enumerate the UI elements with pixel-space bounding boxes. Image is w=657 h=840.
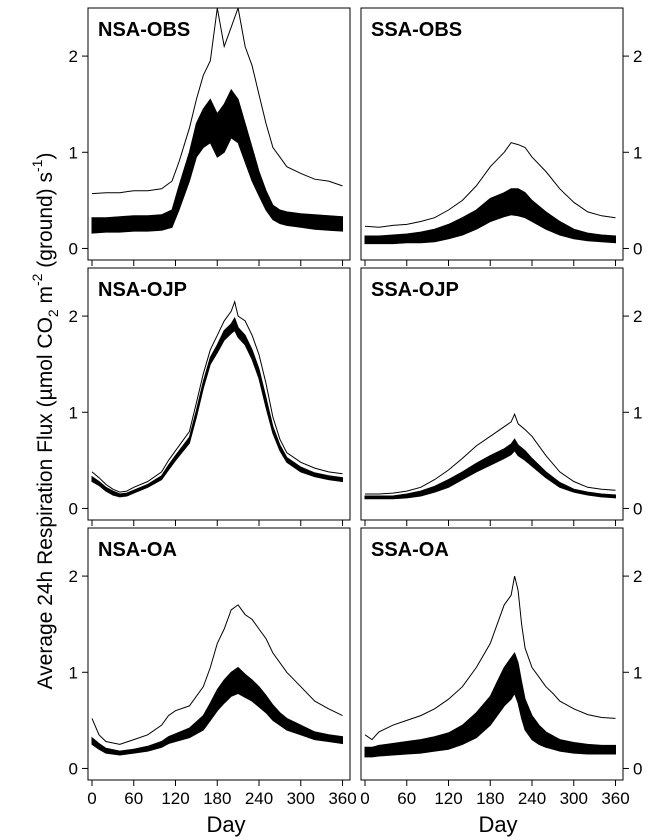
series-line	[91, 299, 343, 493]
panel-title: SSA-OBS	[371, 19, 462, 41]
y-tick-label: 2	[633, 47, 642, 66]
y-tick-label: 0	[633, 239, 642, 258]
panel-nsa-obs: NSA-OBS 0 1 2	[69, 7, 351, 266]
plot-area	[91, 604, 343, 756]
x-axis-title-right: Day	[478, 812, 517, 837]
y-tick-label: 0	[69, 759, 78, 778]
panel-title: SSA-OA	[371, 539, 449, 561]
panel-frame	[360, 267, 624, 521]
y-axis-title-part: (ground) s	[34, 172, 57, 274]
plot-area	[364, 412, 616, 500]
series-line	[364, 575, 616, 741]
y-axis-title-sub: 2	[45, 309, 61, 317]
y-tick-label: 2	[69, 307, 78, 326]
y-axis-title-part: Average 24h Respiration Flux (µmol CO	[34, 317, 57, 689]
x-tick-label: 180	[476, 789, 504, 808]
panel-ssa-obs: SSA-OBS 0 1 2	[360, 7, 642, 266]
svg-text:Average 24h Respiration Flux (: Average 24h Respiration Flux (µmol CO2 m…	[29, 153, 61, 690]
panel-frame	[87, 527, 351, 781]
y-tick-label: 0	[69, 499, 78, 518]
panel-frame	[360, 7, 624, 261]
y-axis-title-sup: -2	[29, 273, 45, 286]
panel-title: NSA-OBS	[98, 19, 190, 41]
x-tick-label: 240	[518, 789, 546, 808]
y-axis-title: Average 24h Respiration Flux (µmol CO2 m…	[29, 153, 61, 690]
plot-area	[364, 575, 616, 758]
y-tick-label: 0	[633, 499, 642, 518]
series-band	[91, 316, 343, 498]
x-tick-label: 360	[601, 789, 629, 808]
x-tick-label: 180	[203, 789, 231, 808]
x-tick-label: 0	[360, 789, 369, 808]
plot-area	[364, 142, 616, 245]
panel-frame	[87, 267, 351, 521]
series-band	[364, 188, 616, 245]
x-tick-label: 0	[87, 789, 96, 808]
series-band	[364, 651, 616, 758]
y-tick-label: 1	[69, 143, 78, 162]
series-line	[91, 604, 343, 745]
plot-area	[91, 299, 343, 498]
x-axis-title-left: Day	[206, 812, 245, 837]
y-axis-title-part: )	[34, 153, 57, 160]
panel-ssa-ojp: SSA-OJP 0 1 2	[360, 267, 642, 526]
y-tick-label: 2	[633, 307, 642, 326]
y-tick-label: 0	[69, 239, 78, 258]
series-line	[91, 8, 343, 195]
y-tick-label: 1	[69, 663, 78, 682]
x-tick-label: 360	[328, 789, 356, 808]
y-tick-label: 1	[633, 143, 642, 162]
y-tick-label: 2	[69, 47, 78, 66]
y-axis-title-part: m	[34, 286, 57, 309]
panel-frame	[87, 7, 351, 261]
y-tick-label: 2	[69, 567, 78, 586]
y-tick-label: 1	[69, 403, 78, 422]
panels-group: NSA-OBS012SSA-OBS012NSA-OJP012SSA-OJP012…	[69, 7, 642, 808]
x-tick-label: 120	[434, 789, 462, 808]
x-tick-label: 120	[161, 789, 189, 808]
y-axis-title-sup: -1	[29, 159, 45, 172]
panel-nsa-ojp: NSA-OJP 0 1 2	[69, 267, 351, 526]
panel-title: NSA-OA	[98, 539, 177, 561]
x-tick-label: 60	[124, 789, 143, 808]
panel-title: NSA-OJP	[98, 279, 187, 301]
y-tick-label: 0	[633, 759, 642, 778]
y-tick-label: 1	[633, 663, 642, 682]
panel-title: SSA-OJP	[371, 279, 459, 301]
x-tick-label: 300	[560, 789, 588, 808]
series-band	[364, 438, 616, 500]
series-band	[91, 666, 343, 756]
x-tick-label: 240	[245, 789, 273, 808]
series-band	[91, 88, 343, 234]
x-tick-label: 60	[397, 789, 416, 808]
y-tick-label: 1	[633, 403, 642, 422]
y-tick-label: 2	[633, 567, 642, 586]
series-line	[364, 142, 616, 228]
series-line	[365, 412, 616, 495]
plot-area	[91, 8, 343, 234]
panel-frame	[360, 527, 624, 781]
x-tick-label: 300	[287, 789, 315, 808]
